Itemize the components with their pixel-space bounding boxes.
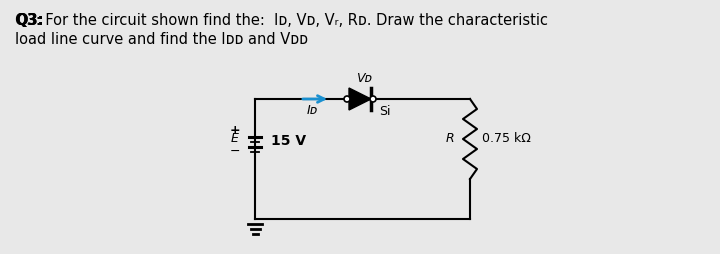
Circle shape [370, 96, 376, 102]
Text: Q3:: Q3: [15, 13, 43, 28]
Text: Q3:: Q3: [15, 13, 43, 28]
Text: 15 V: 15 V [271, 134, 306, 148]
Circle shape [344, 96, 350, 102]
Text: load line curve and find the Iᴅᴅ and Vᴅᴅ: load line curve and find the Iᴅᴅ and Vᴅᴅ [15, 32, 308, 47]
Text: 0.75 kΩ: 0.75 kΩ [482, 133, 531, 146]
Polygon shape [349, 88, 371, 110]
Text: Iᴅ: Iᴅ [306, 104, 318, 117]
Text: −: − [230, 145, 240, 157]
Text: +: + [230, 123, 240, 136]
Text: E: E [231, 133, 239, 146]
Text: R: R [446, 133, 454, 146]
Text: Vᴅ: Vᴅ [356, 72, 372, 85]
Text: Si: Si [379, 105, 390, 118]
Text: Q3: For the circuit shown find the:  Iᴅ, Vᴅ, Vᵣ, Rᴅ. Draw the characteristic: Q3: For the circuit shown find the: Iᴅ, … [15, 13, 548, 28]
